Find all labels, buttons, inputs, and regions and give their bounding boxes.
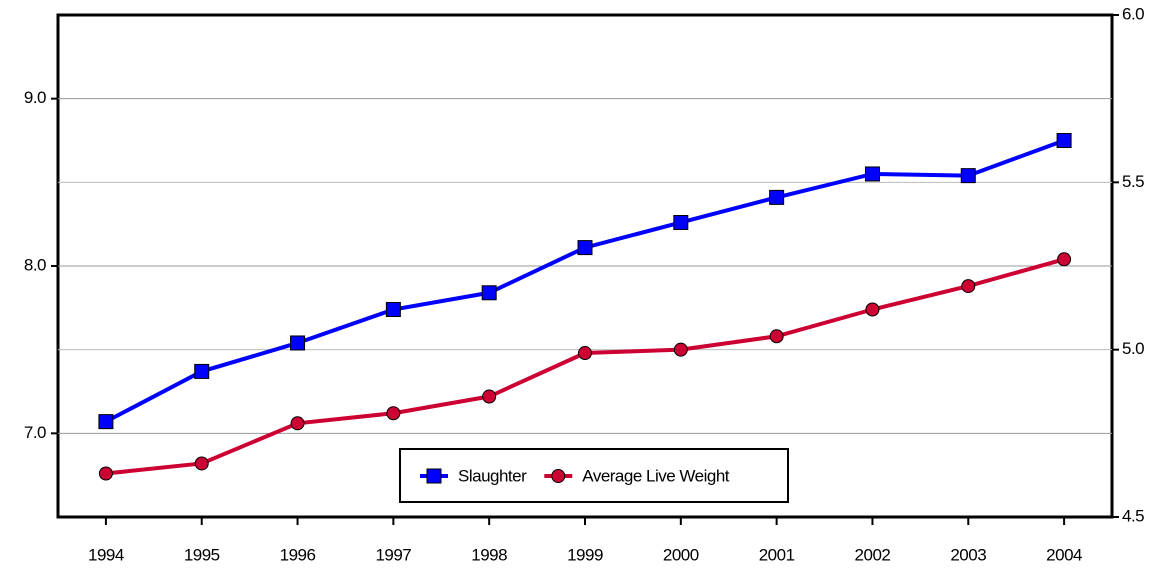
x-tick-label: 1997 bbox=[375, 545, 411, 564]
x-tick-label: 1998 bbox=[471, 545, 507, 564]
marker bbox=[1057, 252, 1072, 267]
x-tick-label: 2001 bbox=[759, 545, 795, 564]
y-tick-label: 8.0 bbox=[24, 255, 46, 274]
x-tick-label: 1999 bbox=[567, 545, 603, 564]
marker bbox=[385, 302, 401, 318]
marker bbox=[290, 335, 306, 351]
y-tick-label: 7.0 bbox=[24, 423, 46, 442]
marker bbox=[577, 240, 593, 256]
marker bbox=[481, 285, 497, 301]
y2-tick-label: 5.5 bbox=[1122, 172, 1144, 191]
marker bbox=[194, 363, 210, 379]
marker bbox=[673, 342, 688, 357]
marker bbox=[482, 389, 497, 404]
marker bbox=[769, 329, 784, 344]
marker bbox=[98, 414, 114, 430]
marker bbox=[961, 279, 976, 294]
x-tick-label: 1994 bbox=[88, 545, 124, 564]
marker bbox=[960, 168, 976, 184]
x-tick-label: 1996 bbox=[280, 545, 316, 564]
series-line bbox=[105, 257, 1065, 476]
marker bbox=[578, 346, 592, 361]
marker bbox=[673, 214, 689, 230]
legend-box bbox=[399, 448, 789, 503]
marker bbox=[1056, 133, 1072, 148]
y2-tick-label: 5.0 bbox=[1122, 339, 1144, 358]
marker bbox=[426, 468, 442, 484]
x-tick-label: 2002 bbox=[855, 545, 891, 564]
y-tick-label: 9.0 bbox=[24, 88, 46, 107]
marker bbox=[865, 302, 880, 317]
y2-tick-label: 4.5 bbox=[1122, 506, 1144, 525]
marker bbox=[98, 466, 113, 481]
x-tick-label: 2003 bbox=[950, 545, 986, 564]
marker bbox=[194, 456, 209, 471]
marker bbox=[290, 416, 305, 431]
x-tick-label: 2000 bbox=[663, 545, 699, 564]
legend-label: Average Live Weight bbox=[582, 466, 730, 485]
marker bbox=[864, 166, 880, 182]
x-tick-label: 2004 bbox=[1046, 545, 1082, 564]
marker bbox=[769, 189, 785, 205]
legend-label: Slaughter bbox=[458, 466, 527, 485]
x-tick-label: 1995 bbox=[184, 545, 220, 564]
marker bbox=[386, 406, 401, 421]
y2-tick-label: 6.0 bbox=[1122, 4, 1144, 23]
marker bbox=[551, 469, 566, 483]
